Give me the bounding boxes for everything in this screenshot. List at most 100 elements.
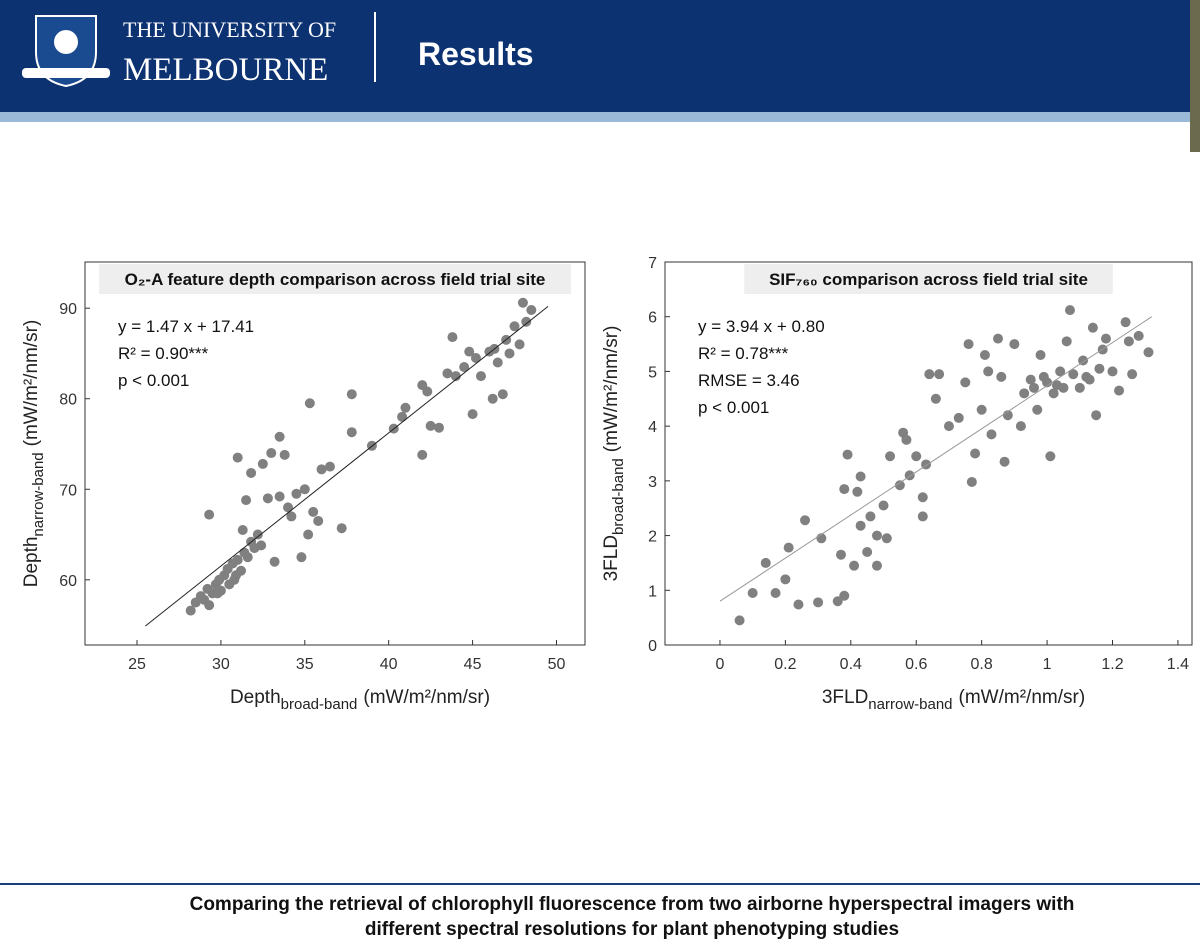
y-axis-label: 3FLDbroad-band (mW/m²/nm/sr) bbox=[601, 326, 627, 582]
x-axis-label: Depthbroad-band (mW/m²/nm/sr) bbox=[230, 687, 490, 713]
chart-title: O₂-A feature depth comparison across fie… bbox=[125, 270, 546, 289]
point bbox=[793, 599, 804, 610]
annotation: p < 0.001 bbox=[698, 398, 769, 417]
point bbox=[283, 502, 294, 513]
point bbox=[257, 458, 268, 469]
logo bbox=[22, 15, 110, 88]
point bbox=[839, 484, 850, 495]
y-axis-label-main: Depth bbox=[21, 537, 42, 588]
point bbox=[236, 565, 247, 576]
point bbox=[232, 452, 243, 463]
x-axis-label-sub: broad-band bbox=[281, 696, 358, 713]
y-axis-label-unit: (mW/m²/nm/sr) bbox=[21, 320, 42, 447]
y-tick-label: 7 bbox=[648, 255, 657, 272]
point bbox=[881, 533, 892, 544]
point bbox=[1038, 371, 1049, 382]
x-tick-label: 50 bbox=[548, 656, 566, 673]
point bbox=[943, 421, 954, 432]
point bbox=[976, 404, 987, 415]
point bbox=[286, 511, 297, 522]
point bbox=[1061, 336, 1072, 347]
point bbox=[487, 393, 498, 404]
point bbox=[229, 574, 240, 585]
y-tick-label: 4 bbox=[648, 419, 657, 436]
x-axis-label-sub: narrow-band bbox=[868, 696, 952, 713]
chart-title: SIF₇₆₀ comparison across field trial sit… bbox=[769, 270, 1088, 289]
point bbox=[911, 451, 922, 462]
point bbox=[303, 529, 314, 540]
chart: 25 30 35 40 45 50 60 70 80 90 O₂-A feature depth c… bbox=[21, 261, 586, 713]
point bbox=[1127, 369, 1138, 380]
point bbox=[1032, 404, 1043, 415]
x-tick-label: 35 bbox=[296, 656, 314, 673]
point bbox=[1143, 347, 1154, 358]
y-axis-label-sub: narrow-band bbox=[30, 452, 47, 536]
point bbox=[274, 491, 285, 502]
point bbox=[526, 304, 537, 315]
y-tick-label: 3 bbox=[648, 474, 657, 491]
photo-edge bbox=[1190, 0, 1200, 152]
point bbox=[504, 348, 515, 359]
point bbox=[204, 509, 215, 520]
point bbox=[470, 352, 481, 363]
point bbox=[252, 529, 263, 540]
point bbox=[459, 362, 470, 373]
point bbox=[999, 456, 1010, 467]
point bbox=[1084, 374, 1095, 385]
point bbox=[849, 560, 860, 571]
point bbox=[1094, 363, 1105, 374]
point bbox=[397, 411, 408, 422]
point bbox=[901, 434, 912, 445]
point bbox=[291, 488, 302, 499]
x-axis-label-unit: (mW/m²/nm/sr) bbox=[959, 687, 1086, 708]
point bbox=[835, 549, 846, 560]
fit-line bbox=[145, 305, 549, 627]
y-tick-label: 60 bbox=[59, 573, 77, 590]
point bbox=[1120, 317, 1131, 328]
point bbox=[770, 588, 781, 599]
point bbox=[894, 480, 905, 491]
point bbox=[346, 427, 357, 438]
point bbox=[842, 449, 853, 460]
header-strip bbox=[0, 112, 1200, 122]
point bbox=[313, 515, 324, 526]
point bbox=[269, 556, 280, 567]
point bbox=[232, 554, 243, 565]
point bbox=[497, 389, 508, 400]
x-axis-label-main: 3FLD bbox=[822, 687, 868, 708]
fit-line bbox=[719, 316, 1153, 602]
point bbox=[963, 339, 974, 350]
point bbox=[1019, 388, 1030, 399]
point bbox=[296, 552, 307, 563]
chart: 0 0.2 0.4 0.6 0.8 1 1.2 1.4 0 1 2 3 4 5 6 7 SIF₇₆₀ compa… bbox=[601, 255, 1193, 713]
point bbox=[970, 448, 981, 459]
point bbox=[783, 542, 794, 553]
point bbox=[417, 380, 428, 391]
point bbox=[1015, 421, 1026, 432]
point bbox=[241, 495, 252, 506]
point bbox=[237, 525, 248, 536]
point bbox=[924, 369, 935, 380]
point bbox=[871, 560, 882, 571]
point bbox=[1107, 366, 1118, 377]
x-tick-label: 40 bbox=[380, 656, 398, 673]
point bbox=[346, 389, 357, 400]
point bbox=[242, 552, 253, 563]
annotation: p < 0.001 bbox=[118, 371, 189, 390]
point bbox=[1009, 339, 1020, 350]
point bbox=[855, 471, 866, 482]
point bbox=[442, 368, 453, 379]
annotation: y = 1.47 x + 17.41 bbox=[118, 317, 254, 336]
header-bar bbox=[0, 0, 1200, 112]
point bbox=[316, 464, 327, 475]
x-tick-label: 1.2 bbox=[1101, 656, 1123, 673]
point bbox=[1074, 382, 1085, 393]
x-tick-label: 0.6 bbox=[905, 656, 927, 673]
annotation: y = 3.94 x + 0.80 bbox=[698, 317, 825, 336]
slide-title: Results bbox=[418, 36, 534, 72]
point bbox=[1087, 322, 1098, 333]
point bbox=[1028, 382, 1039, 393]
point bbox=[1055, 366, 1066, 377]
point bbox=[434, 422, 445, 433]
